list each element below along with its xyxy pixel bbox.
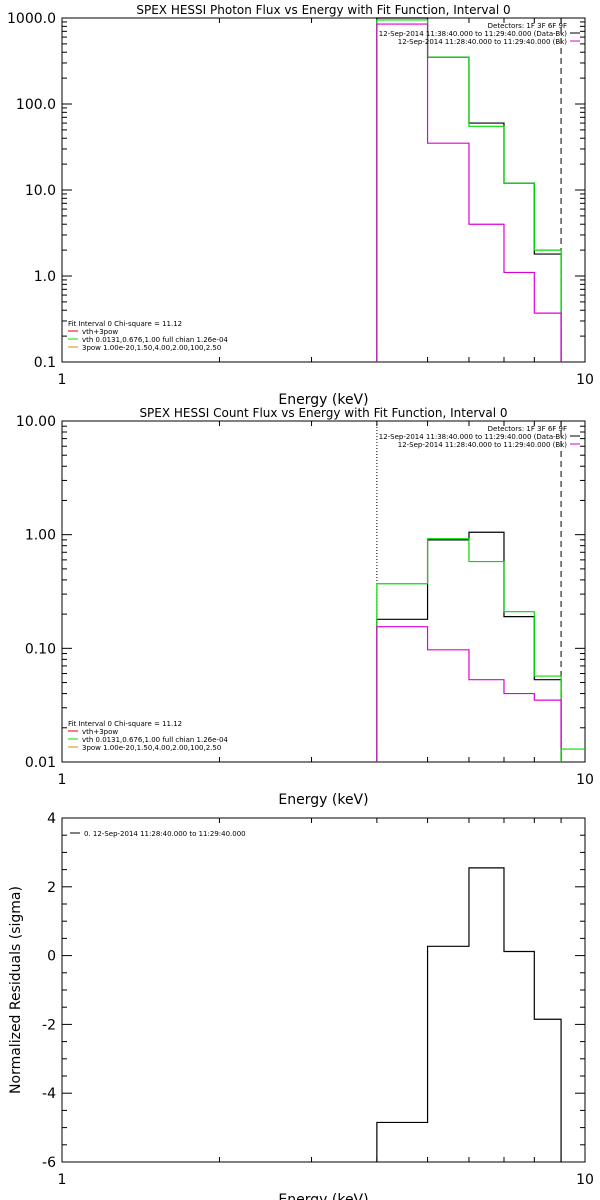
- photon-flux-x-label: Energy (keV): [278, 392, 368, 408]
- count-flux-x-ticks: 1 10: [58, 421, 594, 788]
- y-tick-label: 10.00: [16, 414, 56, 430]
- legend-entry: 12-Sep-2014 11:38:40.000 to 11:29:40.000…: [379, 433, 568, 441]
- legend-entry: 3pow 1.00e-20,1.50,4.00,2.00,100,2.50: [82, 744, 221, 752]
- y-tick-label: 1.00: [25, 528, 56, 544]
- residuals-series: [376, 867, 562, 1162]
- photon-flux-y-ticks: 0.1 1.0 10.0 100.0 1000.0: [7, 11, 585, 371]
- series-line-0: [376, 17, 562, 362]
- legend-entry: 12-Sep-2014 11:38:40.000 to 11:29:40.000…: [379, 30, 568, 38]
- series-line-1: [376, 538, 562, 762]
- y-tick-label: 0.01: [25, 755, 56, 771]
- photon-flux-title: SPEX HESSI Photon Flux vs Energy with Fi…: [136, 3, 510, 17]
- legend-entry: Fit Interval 0 Chi-square = 11.12: [68, 720, 182, 728]
- residuals-x-ticks: 1 10: [58, 818, 594, 1188]
- residuals-x-label: Energy (keV): [278, 1192, 368, 1200]
- photon-flux-frame: [61, 17, 586, 363]
- series-line-0: [376, 867, 562, 1162]
- photon-flux-chart: 1 10 0.1 1.0 10.0 100.0 1000.0 SPEX HESSI Photo…: [7, 3, 594, 408]
- y-tick-label: 4: [47, 811, 56, 827]
- legend-entry: 3pow 1.00e-20,1.50,4.00,2.00,100,2.50: [82, 344, 221, 352]
- count-flux-legend-bottom-left: Fit Interval 0 Chi-square = 11.12vth+3po…: [68, 720, 228, 752]
- count-flux-y-ticks: 0.01 0.10 1.00 10.00: [16, 414, 585, 771]
- y-tick-label: 10.0: [25, 183, 56, 199]
- legend-entry: Fit Interval 0 Chi-square = 11.12: [68, 320, 182, 328]
- y-tick-label: -6: [42, 1155, 56, 1171]
- photon-flux-x-ticks: 1 10: [58, 18, 594, 388]
- y-tick-label: 2: [47, 880, 56, 896]
- residuals-frame: [61, 817, 586, 1163]
- legend-entry: 0. 12-Sep-2014 11:28:40.000 to 11:29:40.…: [84, 830, 246, 838]
- count-flux-frame: [61, 420, 586, 763]
- y-tick-label: -2: [42, 1017, 56, 1033]
- count-flux-title: SPEX HESSI Count Flux vs Energy with Fit…: [139, 406, 507, 420]
- y-tick-label: 100.0: [16, 97, 56, 113]
- x-tick-label: 10: [576, 772, 594, 788]
- legend-entry: 12-Sep-2014 11:28:40.000 to 11:29:40.000…: [398, 38, 568, 46]
- residuals-chart: 1 10 -6 -4 -2 0 2 4 Energy (keV) Normalized Resid…: [8, 811, 594, 1200]
- legend-entry: vth+3pow: [82, 728, 118, 736]
- y-tick-label: 1.0: [34, 269, 56, 285]
- count-flux-chart: 1 10 0.01 0.10 1.00 10.00 SPEX HESSI Count Flu…: [16, 406, 594, 808]
- legend-entry: vth 0.0131,0.676,1.00 full chian 1.26e-0…: [82, 336, 228, 344]
- y-tick-label: 1000.0: [7, 11, 56, 27]
- residuals-y-label: Normalized Residuals (sigma): [8, 886, 24, 1094]
- series-line-2: [376, 23, 562, 362]
- series-line-1: [376, 19, 562, 362]
- residuals-y-ticks: -6 -4 -2 0 2 4: [42, 811, 585, 1171]
- photon-flux-series: [376, 17, 562, 362]
- legend-entry: vth 0.0131,0.676,1.00 full chian 1.26e-0…: [82, 736, 228, 744]
- legend-entry: Detectors: 1F 3F 6F 9F: [488, 22, 567, 30]
- photon-flux-legend-bottom-left: Fit Interval 0 Chi-square = 11.12vth+3po…: [68, 320, 228, 352]
- legend-entry: Detectors: 1F 3F 6F 9F: [488, 425, 567, 433]
- series-line-2: [376, 626, 562, 762]
- y-tick-label: 0: [47, 949, 56, 965]
- count-flux-series: [376, 531, 585, 762]
- legend-entry: 12-Sep-2014 11:28:40.000 to 11:29:40.000…: [398, 441, 568, 449]
- y-tick-label: 0.10: [25, 641, 56, 657]
- x-tick-label: 1: [58, 772, 67, 788]
- x-tick-label: 10: [576, 1172, 594, 1188]
- legend-entry: vth+3pow: [82, 328, 118, 336]
- x-tick-label: 1: [58, 1172, 67, 1188]
- x-tick-label: 1: [58, 372, 67, 388]
- series-line-0: [376, 531, 562, 762]
- residuals-legend-top-left: 0. 12-Sep-2014 11:28:40.000 to 11:29:40.…: [70, 830, 246, 838]
- y-tick-label: -4: [42, 1086, 56, 1102]
- series-tail-segment: [560, 748, 585, 762]
- x-tick-label: 10: [576, 372, 594, 388]
- count-flux-x-label: Energy (keV): [278, 792, 368, 808]
- y-tick-label: 0.1: [34, 355, 56, 371]
